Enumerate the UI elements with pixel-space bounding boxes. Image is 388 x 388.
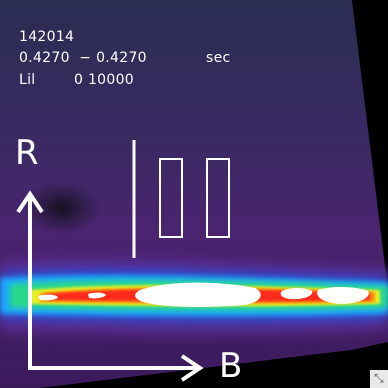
- resize-handle-icon: ⤡: [374, 371, 384, 385]
- frame-corner-shadow: [352, 0, 388, 290]
- time-unit-readout: sec: [206, 50, 231, 66]
- emission-band: [0, 256, 388, 334]
- axis-label-vertical: R: [15, 133, 39, 173]
- filter-label: Lil: [19, 72, 36, 88]
- arrow-right-icon: [180, 354, 204, 382]
- filter-range-readout: 0 10000: [74, 72, 134, 88]
- axis-label-horizontal: B: [219, 346, 243, 386]
- shot-number-readout: 142014: [19, 29, 75, 45]
- resize-handle[interactable]: ⤡: [370, 370, 388, 388]
- roi-box-2[interactable]: [206, 158, 230, 238]
- roi-box-1[interactable]: [159, 158, 183, 238]
- dark-region: [24, 182, 100, 234]
- frame-corner-shadow-bottom: [40, 342, 388, 388]
- arrow-up-icon: [16, 190, 44, 214]
- axis-arrows: [16, 190, 204, 382]
- time-range-readout: 0.4270 − 0.4270: [19, 50, 147, 66]
